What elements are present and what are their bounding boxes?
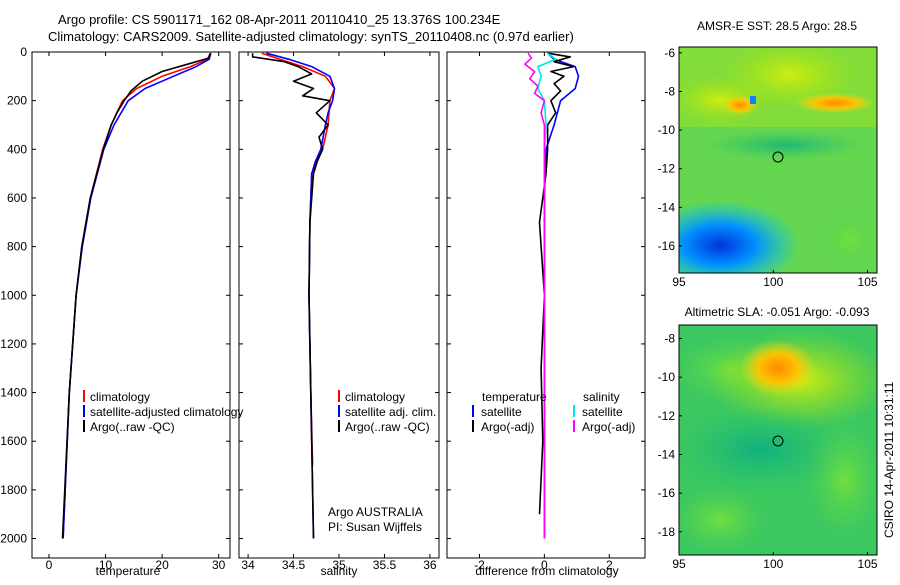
legend-label-sal-satellite: satellite [582, 405, 623, 419]
salinity-plot-frame [238, 51, 440, 559]
x-tick-label: 34.5 [282, 558, 306, 572]
sst-map-axes: 95 100 105 -6 -8 -10 -12 -14 -16 [658, 46, 878, 289]
series-line-salinity-argo [524, 52, 546, 539]
series-line-argo [251, 53, 331, 539]
difference-plot: -2 0 2 [447, 51, 645, 572]
temperature-plot-frame [31, 51, 231, 559]
map-y-tick-label: -8 [664, 332, 675, 346]
figure-title-line2: Climatology: CARS2009. Satellite-adjuste… [48, 29, 574, 44]
map-y-tick-label: -14 [658, 447, 676, 461]
map-x-tick-label: 100 [763, 275, 783, 289]
x-tick-label: 36 [423, 558, 437, 572]
legend-label-temp-argo: Argo(-adj) [481, 420, 534, 434]
depth-tick-label: 1200 [0, 337, 27, 351]
depth-axis: 0 200 400 600 800 1000 1200 1400 1600 1800 2000 [0, 45, 27, 546]
sst-float-position-marker [772, 151, 784, 163]
depth-tick-label: 400 [7, 142, 27, 156]
map-y-tick-label: -12 [658, 162, 676, 176]
side-label: CSIRO 14-Apr-2011 10:31:11 [882, 381, 896, 538]
sst-map-image [679, 47, 877, 273]
depth-tick-label: 200 [7, 94, 27, 108]
figure-title-line1: Argo profile: CS 5901171_162 08-Apr-2011… [58, 12, 501, 27]
sla-map-title: Altimetric SLA: -0.051 Argo: -0.093 [685, 305, 870, 319]
legend-label-satellite: satellite-adjusted climatology [90, 405, 243, 419]
x-tick-label: 30 [212, 558, 226, 572]
depth-tick-label: 1600 [0, 434, 27, 448]
sla-float-position-marker [772, 435, 784, 447]
map-x-tick-label: 95 [672, 275, 686, 289]
series-line-temperature-satellite [543, 52, 580, 539]
map-y-tick-label: -12 [658, 409, 676, 423]
sla-map-image [679, 325, 877, 555]
x-tick-label: 2 [606, 558, 613, 572]
legend-label-climatology: climatology [90, 390, 150, 404]
salinity-plot: 34 34.5 35 35.5 36 [239, 51, 439, 572]
x-tick-label: 20 [155, 558, 169, 572]
x-tick-label: 10 [99, 558, 113, 572]
depth-tick-label: 2000 [0, 532, 27, 546]
temperature-legend: climatology satellite-adjusted climatolo… [83, 390, 243, 434]
legend-label-satellite: satellite adj. clim. [345, 405, 436, 419]
series-line-satellite [62, 52, 212, 539]
legend-title-salinity: salinity [583, 390, 620, 404]
legend-label-temp-satellite: satellite [481, 405, 522, 419]
x-tick-label: -2 [474, 558, 485, 572]
sst-map-title: AMSR-E SST: 28.5 Argo: 28.5 [697, 19, 857, 33]
salinity-xlabel: salinity [321, 564, 358, 578]
depth-tick-label: 800 [7, 240, 27, 254]
depth-tick-label: 1800 [0, 483, 27, 497]
series-line-climatology [261, 52, 336, 466]
map-x-tick-label: 105 [858, 275, 878, 289]
x-tick-label: 35 [332, 558, 346, 572]
depth-tick-label: 600 [7, 191, 27, 205]
temperature-plot: 0 10 20 30 [32, 51, 230, 572]
series-line-satellite [266, 52, 336, 539]
legend-label-sal-argo: Argo(-adj) [582, 420, 635, 434]
map-y-tick-label: -6 [664, 46, 675, 60]
series-line-argo [61, 52, 212, 539]
credit-line-1: Argo AUSTRALIA [328, 505, 423, 519]
legend-label-climatology: climatology [345, 390, 405, 404]
x-tick-label: 0 [541, 558, 548, 572]
legend-label-argo: Argo(..raw -QC) [345, 420, 430, 434]
difference-xlabel: difference from climatology [475, 564, 618, 578]
credit-line-2: PI: Susan Wijffels [328, 520, 422, 534]
x-tick-label: 34 [241, 558, 255, 572]
map-x-tick-label: 95 [672, 557, 686, 571]
difference-plot-frame [446, 51, 646, 559]
depth-tick-label: 0 [20, 45, 27, 59]
map-x-tick-label: 100 [763, 557, 783, 571]
map-y-tick-label: -10 [658, 370, 676, 384]
legend-title-temperature: temperature [482, 390, 547, 404]
difference-legend: temperature salinity satellite Argo(-adj… [472, 390, 635, 434]
legend-label-argo: Argo(..raw -QC) [90, 420, 175, 434]
map-y-tick-label: -14 [658, 200, 676, 214]
map-y-tick-label: -8 [664, 84, 675, 98]
x-tick-label: 0 [46, 558, 53, 572]
map-x-tick-label: 105 [858, 557, 878, 571]
map-y-tick-label: -16 [658, 239, 676, 253]
sst-map-frame [678, 46, 878, 274]
x-tick-label: 35.5 [373, 558, 397, 572]
depth-tick-label: 1400 [0, 386, 27, 400]
salinity-legend: climatology satellite adj. clim. Argo(..… [338, 390, 436, 434]
temperature-xlabel: temperature [96, 564, 161, 578]
sla-map-axes: 95 100 105 -8 -10 -12 -14 -16 -18 [658, 332, 878, 571]
depth-tick-label: 1000 [0, 288, 27, 302]
series-line-climatology [62, 52, 211, 539]
map-y-tick-label: -18 [658, 525, 676, 539]
map-y-tick-label: -16 [658, 486, 676, 500]
sla-map-frame [678, 324, 878, 556]
map-y-tick-label: -10 [658, 123, 676, 137]
